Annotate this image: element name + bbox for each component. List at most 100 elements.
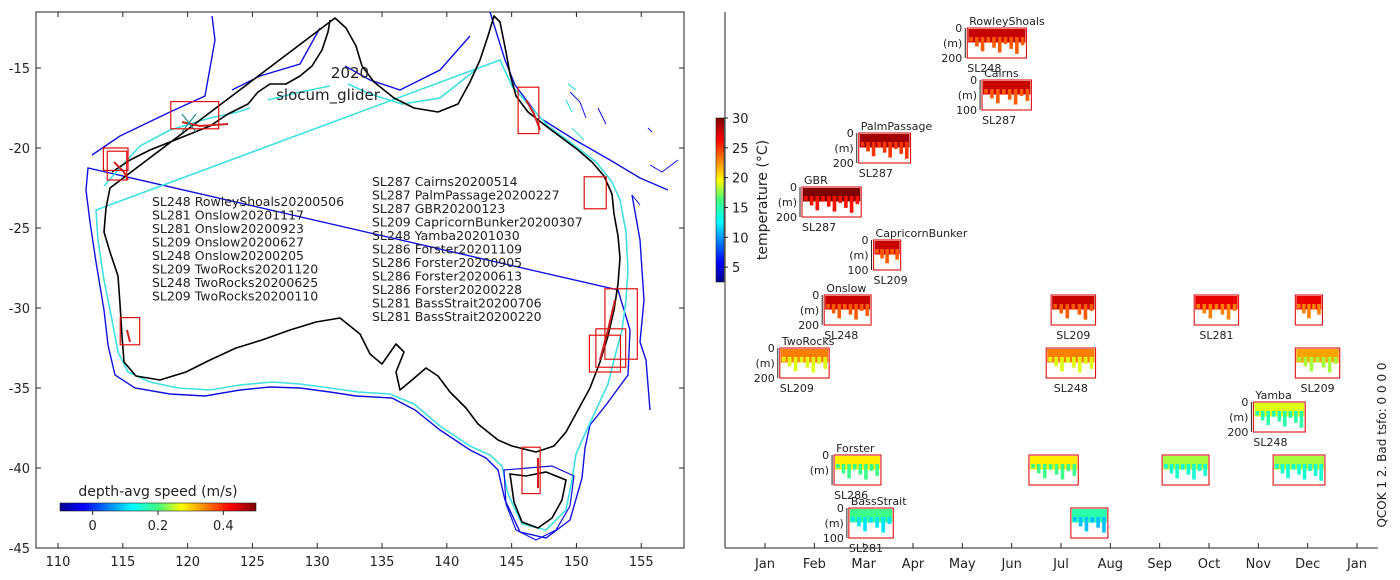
segment-profile (984, 89, 988, 94)
deployment-entry: SL287 Cairns20200514 (372, 174, 518, 189)
isobath-200m (95, 58, 629, 531)
segment-profile (844, 196, 848, 208)
segment-profile (817, 357, 822, 364)
segment-profile (1096, 517, 1100, 528)
row-depth-unit: (m) (834, 142, 853, 155)
segment-frame (1294, 347, 1341, 379)
segment-profile (895, 249, 899, 260)
segment-profile (880, 249, 884, 259)
segment-profile (1255, 411, 1259, 416)
row-depth-top: 0 (837, 502, 844, 515)
row-glider-label: SL248 (1253, 436, 1287, 449)
row-depth-max: 200 (833, 157, 854, 170)
timeline-xtick-label: Dec (1295, 557, 1320, 572)
segment-profile (793, 357, 798, 372)
segment-profile (805, 357, 810, 368)
segment-profile (799, 357, 804, 363)
segment-profile (1083, 304, 1088, 320)
segment-Onslow-extra (1193, 294, 1240, 326)
deployment-entry: SL281 BassStrait20200706 (372, 296, 542, 311)
timeline-xtick-label: May (949, 557, 976, 572)
row-site-label: CapricornBunker (876, 227, 968, 240)
segment-surface (825, 296, 871, 310)
segment-profile (781, 357, 786, 362)
segment-profile (1020, 37, 1025, 46)
row-depth-max: 200 (776, 211, 797, 224)
segment-profile (1031, 464, 1035, 469)
speed-colorbar-tick-label: 0.2 (148, 519, 169, 534)
row-depth-unit: (m) (800, 304, 819, 317)
segment-profile (1315, 357, 1320, 363)
segment-profile (1214, 304, 1219, 310)
segment-surface (1047, 349, 1095, 363)
deployment-entry: SL248 RowleyShoals20200506 (152, 194, 344, 209)
segment-profile (1312, 304, 1316, 310)
row-depth-top: 0 (847, 127, 854, 140)
segment-glider-label: SL281 (1199, 329, 1233, 342)
map-xtick-label: 130 (305, 555, 330, 570)
map-ytick-label: -30 (9, 302, 30, 317)
site-box (588, 334, 622, 373)
deployment-entry: SL209 TwoRocks20200110 (152, 289, 318, 304)
row-depth-unit: (m) (810, 464, 829, 477)
segment-frame (1070, 507, 1109, 539)
segment-frame (801, 186, 862, 218)
segment-profile (1319, 464, 1323, 481)
deployment-entry: SL209 TwoRocks20201120 (152, 262, 318, 277)
timeline-xtick-label: Sep (1147, 557, 1172, 572)
segment-Onslow (823, 294, 872, 326)
deployment-entry: SL281 Onslow20200923 (152, 221, 304, 236)
row-depth-top: 0 (1241, 396, 1248, 409)
segment-profile (1317, 304, 1321, 315)
segment-profile (1302, 464, 1307, 480)
segment-profile (899, 142, 904, 154)
site-box (102, 147, 129, 171)
segment-profile (1186, 464, 1191, 475)
segment-profile (997, 37, 1002, 53)
segment-glider-label: SL248 (1054, 382, 1088, 395)
timeline-xticks: Jan Feb Mar Apr May Jun Jul Aug Sep Oct Nov Dec Jan (754, 543, 1367, 572)
segment-frame (858, 132, 912, 164)
site-box (595, 328, 627, 368)
row-depth-top: 0 (768, 342, 775, 355)
segment-profile (986, 37, 991, 43)
row-depth-top: 0 (955, 22, 962, 35)
row-glider-label: SL209 (780, 382, 814, 395)
map-xtick-label: 145 (499, 555, 524, 570)
segment-profile (1015, 37, 1019, 54)
segment-frame (779, 347, 830, 379)
row-depth-max: 200 (941, 52, 962, 65)
map-xtick-label: 125 (240, 555, 265, 570)
segment-frame (1161, 454, 1210, 486)
segment-profile (815, 196, 820, 211)
segment-profile (826, 196, 831, 207)
map-panel: 110 115 120 125 130 135 140 145 150 155 -15 -20 -25 -… (9, 11, 685, 570)
segment-surface (1071, 509, 1107, 523)
segment-profile (787, 357, 792, 367)
segment-profile (864, 464, 868, 480)
segment-profile (851, 517, 855, 522)
temperature-colorbar-tick-label: 5 (732, 261, 740, 276)
segment-profile (826, 304, 830, 309)
row-site-label: Onslow (826, 282, 866, 295)
segment-profile (1260, 411, 1265, 421)
segment-profile (1333, 357, 1338, 364)
segment-profile (1054, 464, 1059, 475)
segment-RowleyShoals (966, 27, 1028, 59)
map-xtick-label: 150 (564, 555, 589, 570)
segment-profile (863, 517, 867, 532)
speed-colorbar-tick-label: 0 (89, 519, 97, 534)
segment-frame (1272, 454, 1326, 486)
row-site-label: GBR (804, 174, 828, 187)
segment-profile (1083, 357, 1088, 364)
qc-side-label: QCOK 1 2. Bad tsfo: 0 0 0 0 (1375, 362, 1389, 527)
deployment-entry: SL248 Yamba20201030 (372, 228, 520, 243)
segment-profile (1203, 464, 1207, 476)
row-glider-label: SL248 (824, 329, 858, 342)
row-glider-label: SL287 (859, 167, 893, 180)
row-glider-label: SL248 (967, 62, 1001, 75)
segment-profile (1007, 89, 1012, 100)
row-depth-unit: (m) (778, 196, 797, 209)
site-box (521, 446, 541, 495)
site-box (106, 150, 128, 181)
